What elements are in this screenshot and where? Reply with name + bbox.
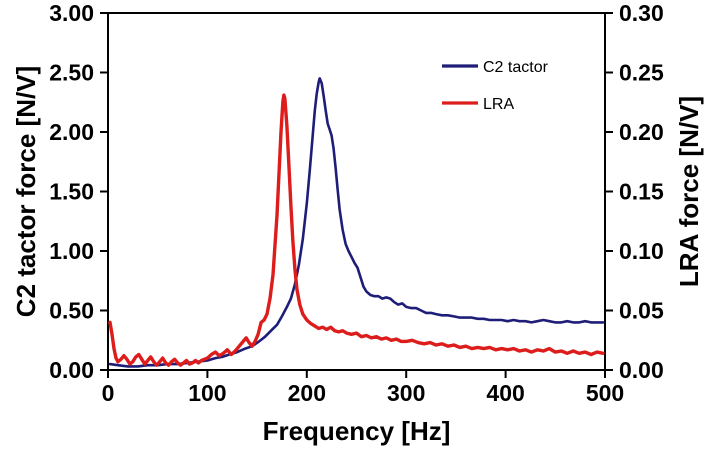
y-left-tick-label: 1.00 [49,238,94,264]
y-left-tick-label: 2.50 [49,60,94,86]
x-tick-label: 300 [387,380,425,406]
series-line-lra [108,93,605,367]
x-tick-label: 100 [188,380,226,406]
y-right-tick-label: 0.30 [619,0,664,26]
x-tick-label: 0 [102,380,115,406]
y-left-tick-label: 0.50 [49,298,94,324]
legend-label: C2 tactor [483,59,549,76]
legend-label: LRA [483,96,514,113]
y-right-tick-label: 0.10 [619,238,664,264]
x-tick-label: 200 [288,380,326,406]
y-axis-title-right: LRA force [N/V] [674,96,704,287]
y-left-tick-label: 2.00 [49,119,94,145]
x-axis-title: Frequency [Hz] [263,416,451,446]
x-tick-label: 400 [486,380,524,406]
y-left-tick-label: 1.50 [49,179,94,205]
y-right-tick-label: 0.00 [619,357,664,383]
y-right-tick-label: 0.25 [619,60,664,86]
y-right-tick-label: 0.20 [619,119,664,145]
y-right-tick-label: 0.15 [619,179,664,205]
x-tick-label: 500 [586,380,624,406]
y-left-tick-label: 0.00 [49,357,94,383]
series-line-c2-tactor [108,77,605,368]
y-axis-title-left: C2 tactor force [N/V] [11,66,41,317]
y-left-tick-label: 3.00 [49,0,94,26]
y-right-tick-label: 0.05 [619,298,664,324]
